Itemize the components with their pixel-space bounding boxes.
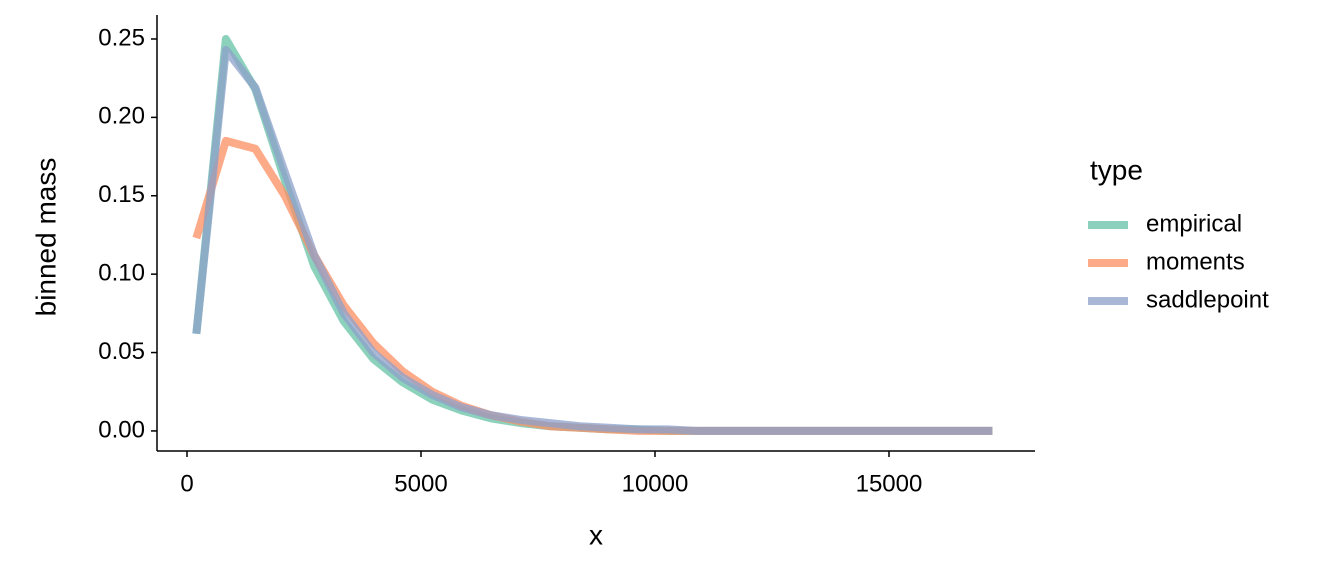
legend-label: saddlepoint: [1146, 286, 1269, 313]
y-tick-label: 0.00: [98, 416, 145, 443]
x-tick-label: 15000: [856, 470, 923, 497]
series-line: [192, 45, 993, 435]
legend-title: type: [1090, 154, 1143, 185]
x-tick-label: 0: [180, 470, 193, 497]
legend-label: empirical: [1146, 210, 1242, 237]
series-line: [192, 136, 993, 435]
x-axis-label: x: [589, 519, 603, 550]
y-tick-label: 0.10: [98, 259, 145, 286]
legend-label: moments: [1146, 248, 1245, 275]
x-tick-label: 10000: [622, 470, 689, 497]
y-tick-label: 0.25: [98, 24, 145, 51]
y-axis-label: binned mass: [30, 158, 61, 317]
series-line: [192, 34, 993, 435]
y-tick-label: 0.20: [98, 103, 145, 130]
x-tick-label: 5000: [394, 470, 447, 497]
y-tick-label: 0.15: [98, 181, 145, 208]
y-tick-label: 0.05: [98, 338, 145, 365]
